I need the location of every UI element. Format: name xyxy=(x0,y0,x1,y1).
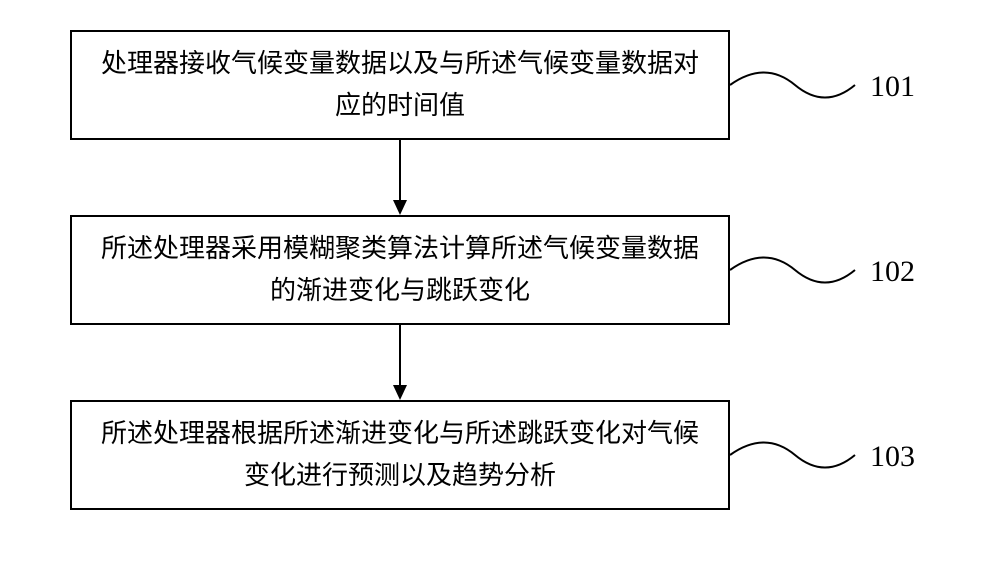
flow-node-text: 所述处理器根据所述渐进变化与所述跳跃变化对气候变化进行预测以及趋势分析 xyxy=(92,413,708,496)
flow-node-text: 处理器接收气候变量数据以及与所述气候变量数据对应的时间值 xyxy=(92,43,708,126)
flowchart-canvas: 处理器接收气候变量数据以及与所述气候变量数据对应的时间值 101 所述处理器采用… xyxy=(0,0,1000,576)
flow-node-text: 所述处理器采用模糊聚类算法计算所述气候变量数据的渐进变化与跳跃变化 xyxy=(92,228,708,311)
flow-node-103: 所述处理器根据所述渐进变化与所述跳跃变化对气候变化进行预测以及趋势分析 xyxy=(70,400,730,510)
label-connector-103 xyxy=(730,435,860,485)
flow-arrow-1-2 xyxy=(390,140,410,215)
step-label-102: 102 xyxy=(870,255,915,289)
label-connector-102 xyxy=(730,250,860,300)
flow-arrow-2-3 xyxy=(390,325,410,400)
step-label-101: 101 xyxy=(870,70,915,104)
flow-node-101: 处理器接收气候变量数据以及与所述气候变量数据对应的时间值 xyxy=(70,30,730,140)
flow-node-102: 所述处理器采用模糊聚类算法计算所述气候变量数据的渐进变化与跳跃变化 xyxy=(70,215,730,325)
label-connector-101 xyxy=(730,65,860,115)
step-label-103: 103 xyxy=(870,440,915,474)
